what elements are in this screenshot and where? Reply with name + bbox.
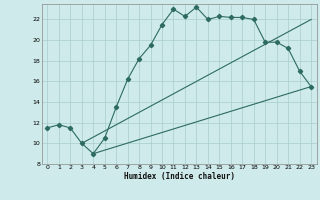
- X-axis label: Humidex (Indice chaleur): Humidex (Indice chaleur): [124, 172, 235, 181]
